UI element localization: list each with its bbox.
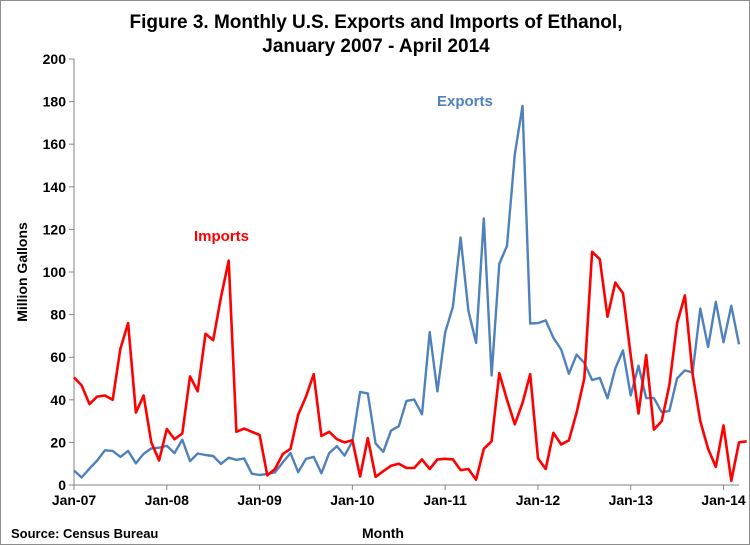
imports-series-label: Imports	[194, 228, 249, 245]
exports-series-label: Exports	[437, 93, 493, 110]
chart-subtitle: January 2007 - April 2014	[262, 36, 490, 57]
imports-series-line	[73, 250, 747, 483]
x-tick-label: Jan-12	[516, 492, 561, 508]
x-tick-label: Jan-13	[609, 492, 654, 508]
y-tick-label: 40	[50, 392, 66, 408]
y-tick-label: 140	[43, 179, 67, 195]
x-tick-label: Jan-14	[701, 492, 746, 508]
x-tick-label: Jan-11	[423, 492, 467, 508]
y-tick-label: 100	[43, 264, 67, 280]
y-tick-label: 200	[43, 51, 67, 67]
x-tick-label: Jan-07	[52, 492, 97, 508]
x-tick-label: Jan-08	[145, 492, 190, 508]
y-tick-label: 180	[43, 94, 67, 110]
y-tick-label: 160	[43, 136, 67, 152]
y-tick-label: 120	[43, 221, 67, 237]
y-tick-label: 60	[50, 349, 66, 365]
exports-series-line	[73, 104, 741, 479]
y-tick-label: 80	[50, 307, 66, 323]
x-tick-label: Jan-09	[237, 492, 282, 508]
x-axis-title: Month	[362, 525, 404, 541]
plot-area: 0 20 40 60 80 100 120 140 160 180 200 Jan-07 Jan-08 J…	[43, 51, 747, 508]
y-tick-label: 20	[50, 434, 66, 450]
chart-title: Figure 3. Monthly U.S. Exports and Impor…	[130, 12, 623, 33]
y-tick-label: 0	[58, 477, 66, 493]
x-tick-label: Jan-10	[330, 492, 375, 508]
y-axis-title: Million Gallons	[14, 222, 30, 322]
source-note: Source: Census Bureau	[11, 526, 158, 541]
